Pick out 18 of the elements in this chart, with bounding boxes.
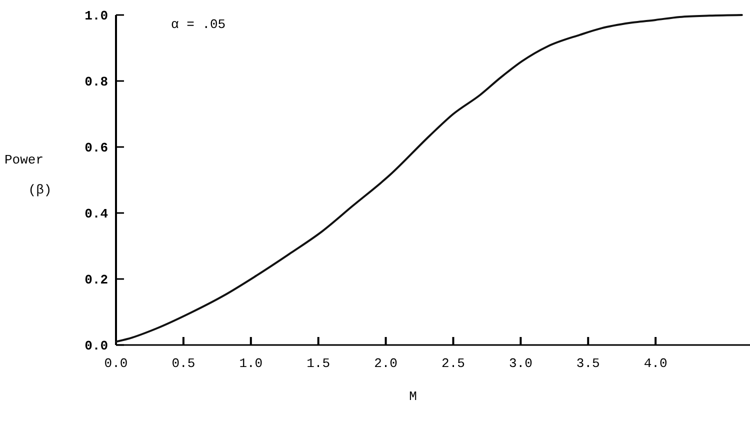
x-tick-label: 1.0 — [239, 356, 263, 371]
x-tick-label: 1.5 — [306, 356, 330, 371]
x-tick-label: 2.0 — [374, 356, 398, 371]
y-axis-title: Power (β) — [4, 152, 52, 198]
y-tick-label: 0.2 — [84, 272, 108, 288]
y-tick-label: 0.8 — [84, 74, 108, 90]
x-tick-label: 0.5 — [172, 356, 196, 371]
y-tick-label: 0.4 — [84, 206, 108, 222]
x-axis-title: M — [409, 389, 417, 404]
y-tick-label: 1.0 — [84, 8, 108, 24]
x-tick-label: 3.0 — [508, 356, 532, 371]
y-tick-label: 0.0 — [84, 338, 108, 354]
x-tick-label: 4.0 — [644, 356, 668, 371]
x-tick-label: 3.5 — [576, 356, 600, 371]
x-tick-label: 0.0 — [104, 356, 128, 371]
annotation: α = .05 — [171, 17, 226, 32]
x-tick-label: 2.5 — [442, 356, 465, 371]
y-tick-label: 0.6 — [84, 140, 108, 156]
